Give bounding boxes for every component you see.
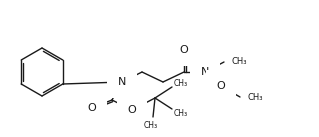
Text: N: N bbox=[201, 67, 209, 77]
Text: CH₃: CH₃ bbox=[248, 92, 263, 102]
Text: CH₃: CH₃ bbox=[232, 58, 248, 66]
Text: CH₃: CH₃ bbox=[174, 79, 188, 88]
Text: O: O bbox=[217, 81, 226, 91]
Text: O: O bbox=[180, 45, 189, 55]
Text: N: N bbox=[118, 77, 126, 87]
Text: O: O bbox=[128, 105, 137, 115]
Text: CH₃: CH₃ bbox=[144, 121, 158, 129]
Text: CH₃: CH₃ bbox=[174, 109, 188, 118]
Text: O: O bbox=[88, 103, 96, 113]
